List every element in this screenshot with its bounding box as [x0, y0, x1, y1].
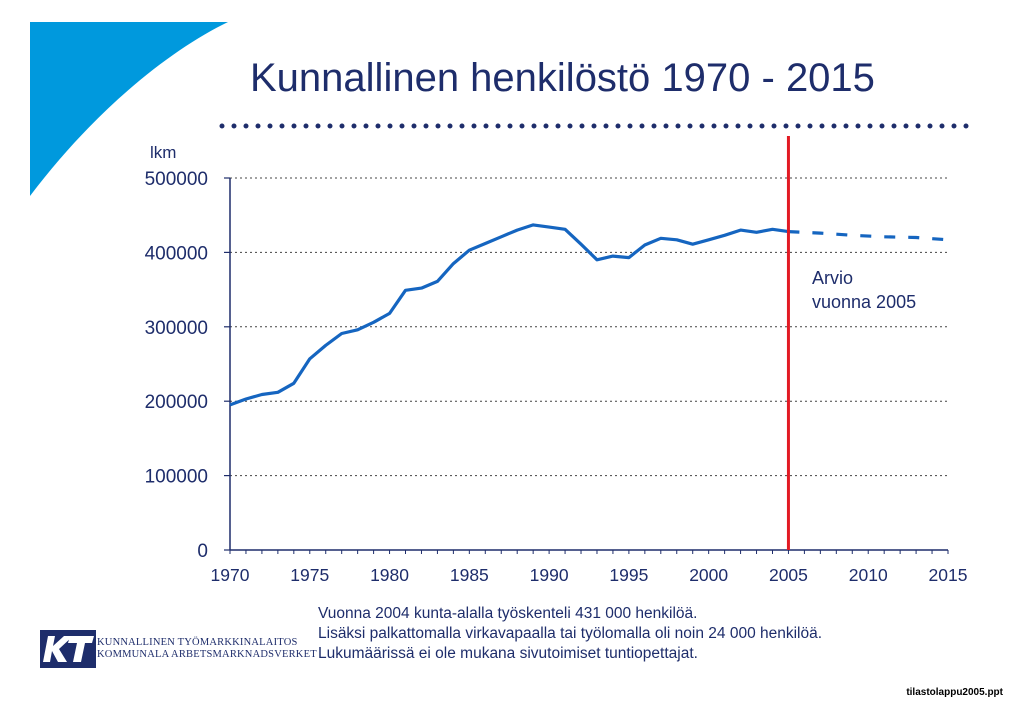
file-name: tilastolappu2005.ppt	[906, 687, 1003, 698]
logo-line: KOMMUNALA ARBETSMARKNADSVERKET	[97, 649, 317, 660]
kt-logo-icon	[40, 630, 96, 668]
title-dotted-divider	[219, 123, 975, 129]
footnote: Vuonna 2004 kunta-alalla työskenteli 431…	[318, 604, 822, 664]
footnote-line: Lukumäärissä ei ole mukana sivutoimiset …	[318, 645, 698, 662]
x-tick-label: 2005	[769, 565, 808, 585]
x-tick-label: 1995	[609, 565, 648, 585]
x-tick-label: 1975	[290, 565, 329, 585]
logo-line: KUNNALLINEN TYÖMARKKINALAITOS	[97, 637, 298, 648]
x-tick-label: 1970	[211, 565, 250, 585]
logo-text: KUNNALLINEN TYÖMARKKINALAITOS KOMMUNALA …	[97, 637, 317, 661]
y-tick-label: 500000	[145, 169, 208, 190]
series-line	[229, 223, 789, 407]
y-tick-label: 0	[197, 541, 208, 562]
x-tick-label: 2010	[849, 565, 888, 585]
estimate-marker-label: Arvio	[812, 268, 853, 288]
forecast-series-line	[788, 230, 949, 242]
y-tick-label: 300000	[145, 318, 208, 339]
y-axis-label: lkm	[150, 143, 176, 162]
x-tick-label: 2015	[929, 565, 968, 585]
estimate-marker-label: vuonna 2005	[812, 292, 916, 312]
x-tick-label: 1990	[530, 565, 569, 585]
y-tick-label: 200000	[145, 392, 208, 413]
page-title: Kunnallinen henkilöstö 1970 - 2015	[250, 56, 875, 100]
footnote-line: Vuonna 2004 kunta-alalla työskenteli 431…	[318, 605, 698, 622]
footnote-line: Lisäksi palkattomalla virkavapaalla tai …	[318, 625, 823, 642]
y-tick-label: 100000	[145, 467, 208, 488]
x-tick-label: 1985	[450, 565, 489, 585]
x-tick-label: 1980	[370, 565, 409, 585]
y-tick-label: 400000	[145, 243, 208, 264]
corner-decoration	[30, 22, 228, 196]
x-tick-label: 2000	[689, 565, 728, 585]
